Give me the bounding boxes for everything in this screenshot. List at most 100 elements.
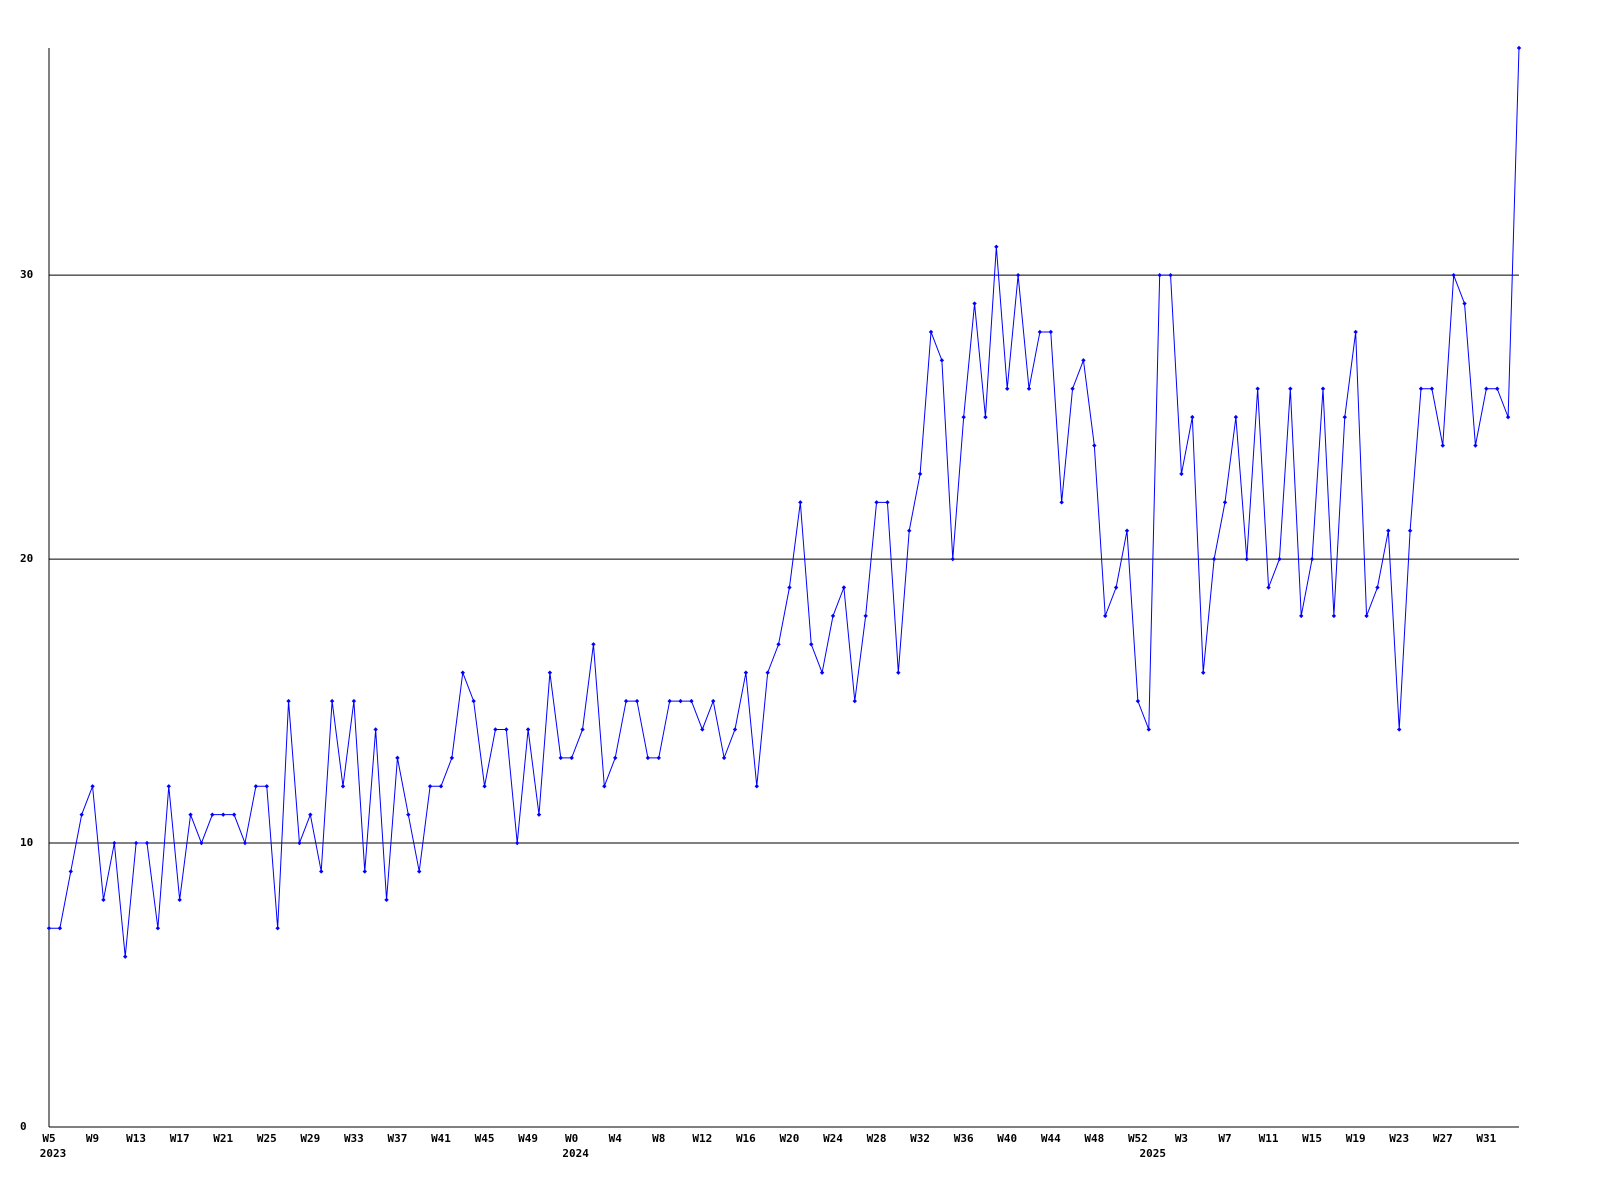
point xyxy=(602,784,607,789)
point xyxy=(983,414,988,420)
point xyxy=(46,926,52,931)
point xyxy=(896,670,901,675)
point xyxy=(1288,386,1293,391)
point xyxy=(1244,556,1249,562)
point xyxy=(210,812,215,817)
point xyxy=(1451,272,1456,278)
year-label: 2023 xyxy=(40,1147,67,1160)
point xyxy=(536,812,542,817)
point xyxy=(700,727,705,732)
point xyxy=(275,926,280,931)
x-tick-label: W36 xyxy=(954,1132,974,1145)
point xyxy=(874,500,879,505)
point xyxy=(101,897,106,903)
point xyxy=(939,358,945,363)
x-tick-label: W40 xyxy=(997,1132,1017,1145)
point xyxy=(525,727,531,732)
point xyxy=(1048,329,1053,335)
point xyxy=(319,869,324,874)
point xyxy=(689,698,694,704)
x-tick-label: W28 xyxy=(867,1132,887,1145)
point xyxy=(841,585,847,590)
point xyxy=(340,784,346,789)
x-tick-label: W5 xyxy=(42,1132,55,1145)
point xyxy=(928,329,934,335)
x-tick-label: W27 xyxy=(1433,1132,1453,1145)
x-tick-label: W24 xyxy=(823,1132,843,1145)
point xyxy=(645,755,651,761)
point xyxy=(1320,386,1326,391)
point xyxy=(765,670,770,675)
point xyxy=(558,755,563,761)
point xyxy=(79,812,84,817)
point xyxy=(308,812,313,817)
point xyxy=(732,727,738,732)
x-tick-label: W13 xyxy=(126,1132,146,1145)
point xyxy=(1473,443,1478,448)
point xyxy=(863,613,868,619)
x-tick-label: W41 xyxy=(431,1132,451,1145)
point xyxy=(242,840,248,846)
point xyxy=(787,585,792,590)
point xyxy=(830,613,836,619)
point xyxy=(297,840,302,846)
point xyxy=(133,840,139,846)
point xyxy=(1026,386,1032,391)
point xyxy=(482,784,487,789)
point xyxy=(123,954,128,959)
x-tick-label: W17 xyxy=(170,1132,190,1145)
point xyxy=(634,698,640,704)
point xyxy=(144,840,150,846)
point xyxy=(1222,500,1228,505)
x-tick-label: W15 xyxy=(1302,1132,1322,1145)
point xyxy=(515,840,520,846)
point xyxy=(1059,500,1064,505)
point xyxy=(1331,613,1337,619)
year-label: 2025 xyxy=(1140,1147,1167,1160)
x-tick-label: W37 xyxy=(388,1132,408,1145)
y-tick-label: 0 xyxy=(20,1120,27,1133)
point xyxy=(221,812,226,817)
point xyxy=(362,869,367,874)
point xyxy=(1179,471,1184,477)
point xyxy=(286,698,291,704)
x-tick-label: W9 xyxy=(86,1132,99,1145)
series-line xyxy=(49,47,1520,957)
point xyxy=(591,642,596,647)
x-tick-label: W8 xyxy=(652,1132,665,1145)
point xyxy=(1440,443,1445,448)
point xyxy=(1190,414,1195,420)
point xyxy=(1103,613,1108,619)
x-tick-label: W12 xyxy=(692,1132,712,1145)
x-tick-label: W20 xyxy=(780,1132,800,1145)
point xyxy=(1375,585,1380,590)
point xyxy=(199,840,204,846)
point xyxy=(188,812,193,817)
point xyxy=(678,698,683,704)
point xyxy=(656,755,661,761)
point xyxy=(406,812,411,817)
x-tick-label: W19 xyxy=(1346,1132,1366,1145)
point xyxy=(112,840,117,846)
x-tick-label: W48 xyxy=(1084,1132,1104,1145)
point xyxy=(1113,585,1119,590)
x-tick-label: W32 xyxy=(910,1132,930,1145)
x-tick-label: W52 xyxy=(1128,1132,1148,1145)
point xyxy=(1233,414,1239,420)
point xyxy=(471,698,476,704)
point xyxy=(351,698,357,704)
y-tick-label: 30 xyxy=(20,268,33,281)
point xyxy=(1146,727,1151,732)
point xyxy=(1124,528,1130,533)
x-tick-label: W33 xyxy=(344,1132,364,1145)
point xyxy=(754,784,759,789)
point xyxy=(231,812,237,817)
point xyxy=(1516,45,1522,51)
x-tick-label: W0 xyxy=(565,1132,578,1145)
point xyxy=(1070,386,1075,391)
point xyxy=(1081,358,1086,363)
point xyxy=(1462,301,1467,306)
point xyxy=(1266,585,1271,590)
point xyxy=(1505,414,1511,420)
point xyxy=(177,897,182,903)
